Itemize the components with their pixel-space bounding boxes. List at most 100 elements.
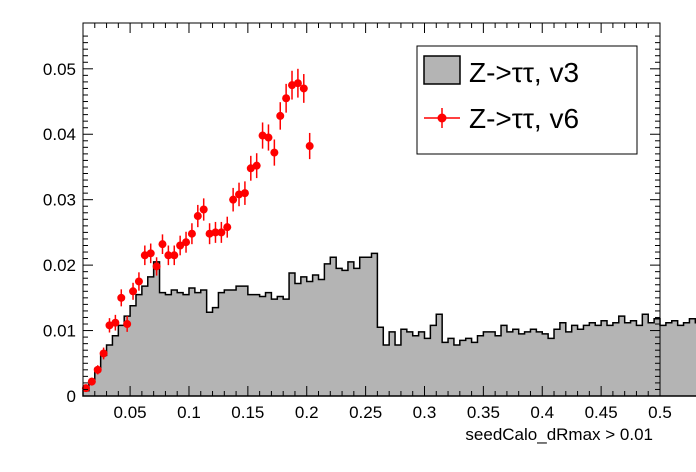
v6-point — [305, 132, 314, 160]
v3-histogram-bin — [466, 338, 472, 396]
v3-histogram-bin — [648, 323, 654, 396]
v3-histogram-bin — [660, 325, 666, 396]
v3-histogram-bin — [483, 332, 489, 396]
v6-point — [276, 102, 285, 130]
v3-histogram-bin — [366, 257, 372, 396]
v3-histogram-bin — [254, 295, 260, 396]
v3-histogram-bin — [130, 306, 136, 396]
v6-marker — [146, 249, 155, 258]
v3-histogram-bin — [183, 295, 189, 396]
v6-marker — [211, 228, 220, 237]
v3-histogram-bin — [218, 293, 224, 396]
v3-histogram-bin — [684, 323, 690, 396]
x-tick-label: 0.05 — [114, 403, 147, 422]
v3-histogram-bin — [289, 273, 295, 396]
v6-marker — [117, 293, 126, 302]
v6-marker — [270, 148, 279, 157]
v6-point — [164, 245, 173, 266]
y-tick-label: 0.05 — [43, 60, 76, 79]
v6-point — [264, 124, 273, 151]
v3-histogram-bin — [631, 321, 637, 396]
v3-histogram-bin — [448, 338, 454, 396]
v6-point — [146, 243, 155, 264]
v3-histogram-bin — [678, 325, 684, 396]
v6-point — [170, 245, 179, 266]
v6-point — [182, 231, 191, 253]
v3-histogram-bin — [689, 319, 695, 396]
v6-marker — [164, 251, 173, 260]
v6-data-points — [81, 68, 314, 393]
v3-histogram-bin — [148, 277, 154, 396]
v6-point — [211, 221, 220, 243]
v3-histogram-bin — [395, 345, 401, 396]
v6-marker — [158, 240, 167, 249]
v3-histogram-bin — [230, 290, 236, 396]
v3-histogram-bin — [572, 325, 578, 396]
v3-histogram-bin — [177, 293, 183, 396]
x-tick-label: 0.25 — [349, 403, 382, 422]
v6-marker — [240, 189, 249, 198]
v3-histogram-bin — [530, 329, 536, 396]
v3-histogram-bin — [525, 332, 531, 396]
v3-histogram-bin — [489, 332, 495, 396]
v3-histogram-bin — [607, 325, 613, 396]
v3-histogram-bin — [642, 314, 648, 396]
v3-histogram-bin — [536, 332, 542, 396]
v6-point — [93, 365, 102, 375]
v6-marker — [305, 142, 314, 151]
v3-histogram-bin — [260, 297, 266, 396]
v3-histogram-bin — [301, 277, 307, 396]
v3-histogram-bin — [495, 336, 501, 396]
legend-v3-label: Z->ττ, v3 — [469, 57, 579, 88]
v6-point — [293, 68, 302, 98]
v6-point — [152, 257, 161, 276]
v3-histogram-bin — [583, 325, 589, 396]
v3-histogram-bin — [383, 345, 389, 396]
v6-point — [134, 272, 143, 291]
v6-point — [117, 289, 126, 307]
legend: Z->ττ, v3 Z->ττ, v6 — [416, 45, 638, 155]
v3-histogram-bin — [560, 323, 566, 396]
v6-point — [176, 235, 185, 256]
y-tick-label: 0.01 — [43, 322, 76, 341]
v6-point — [223, 216, 232, 238]
v3-histogram-bin — [189, 288, 195, 396]
v3-histogram-bin — [477, 336, 483, 396]
v3-histogram-bin — [277, 297, 283, 396]
v6-point — [193, 204, 202, 228]
v6-marker — [99, 349, 108, 358]
v3-histogram-bin — [307, 281, 313, 396]
v6-marker — [81, 384, 90, 393]
v3-histogram-bin — [154, 262, 160, 396]
v3-histogram-bin — [566, 332, 572, 396]
v3-histogram-bin — [672, 321, 678, 396]
v3-histogram-bin — [519, 334, 525, 396]
v6-marker — [299, 84, 308, 93]
x-tick-label: 0.5 — [648, 403, 672, 422]
v3-histogram-bin — [248, 295, 254, 396]
v3-histogram-bin — [354, 268, 360, 396]
v3-histogram-bin — [324, 264, 330, 396]
v3-histogram-bin — [419, 332, 425, 396]
v3-histogram-bin — [224, 290, 230, 396]
x-tick-label: 0.4 — [530, 403, 554, 422]
v3-histogram-bin — [142, 286, 148, 396]
v6-marker — [93, 365, 102, 374]
v3-histogram-bin — [589, 323, 595, 396]
v6-marker — [193, 212, 202, 221]
v3-histogram-bin — [136, 295, 142, 396]
v3-histogram-bin — [542, 334, 548, 396]
v6-marker — [187, 229, 196, 238]
v6-point — [129, 282, 138, 300]
v3-histogram-bin — [372, 253, 378, 396]
v3-histogram-bin — [513, 329, 519, 396]
v3-histogram-bin — [507, 332, 513, 396]
v3-histogram-bin — [171, 290, 177, 396]
v6-marker — [129, 287, 138, 296]
v3-histogram-area — [82, 252, 696, 397]
v3-histogram-bin — [313, 275, 319, 396]
v6-point — [299, 74, 308, 103]
v3-histogram-bin — [625, 323, 631, 396]
x-tick-label: 0.35 — [467, 403, 500, 422]
y-tick-label: 0.03 — [43, 191, 76, 210]
